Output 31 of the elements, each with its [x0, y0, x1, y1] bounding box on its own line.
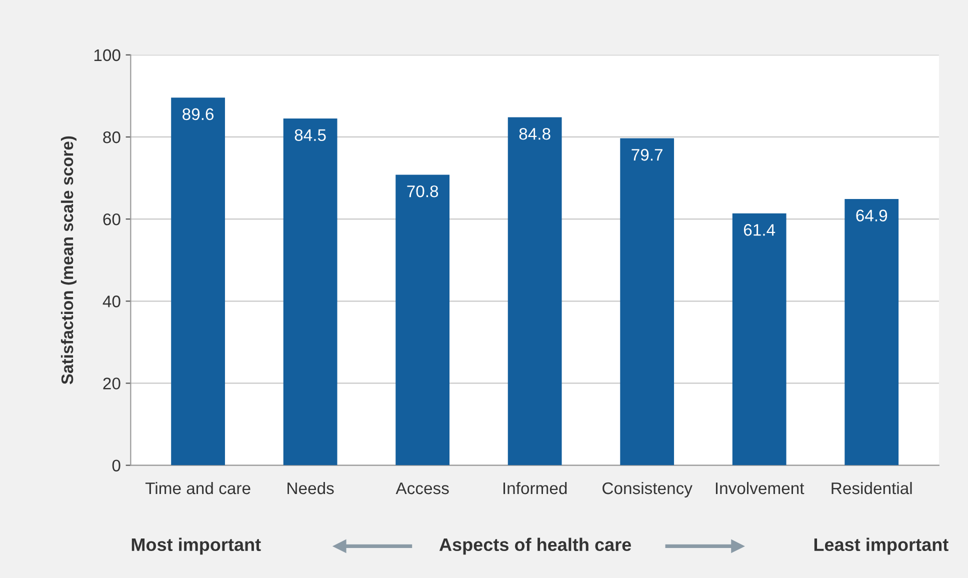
x-tick-label: Involvement: [716, 482, 804, 494]
bar: [283, 118, 338, 466]
bar: [396, 174, 450, 466]
bar: [620, 138, 674, 466]
bar: [732, 213, 786, 466]
data-label: 84.5: [294, 129, 326, 142]
data-label: 61.4: [744, 224, 776, 236]
data-label: 84.8: [519, 128, 550, 140]
x-tick-label: Access: [396, 482, 449, 494]
y-axis-title: Satisfaction (mean scale score): [60, 136, 76, 384]
y-tick-label: 100: [94, 49, 120, 62]
bar: [508, 117, 562, 466]
y-tick-label: 0: [112, 460, 120, 472]
x-tick-label: Residential: [832, 482, 912, 494]
data-label: 79.7: [632, 148, 662, 161]
x-tick-label: Consistency: [602, 482, 692, 498]
y-tick-label: 60: [103, 213, 120, 226]
data-label: 70.8: [407, 185, 438, 198]
y-tick-label: 40: [102, 296, 120, 308]
text: Most important: [132, 538, 261, 555]
y-tick-label: 20: [103, 378, 120, 390]
bar: [844, 198, 899, 466]
data-label: 64.9: [856, 210, 888, 222]
x-axis-title: Aspects of health care: [439, 538, 632, 555]
text: Least important: [814, 538, 948, 555]
bar: [171, 98, 225, 466]
y-tick-label: 80: [103, 131, 120, 144]
x-tick-label: Needs: [288, 482, 334, 494]
data-label: 89.6: [182, 108, 214, 120]
x-tick-label: Time and care: [145, 482, 250, 494]
x-tick-label: Informed: [503, 482, 567, 494]
